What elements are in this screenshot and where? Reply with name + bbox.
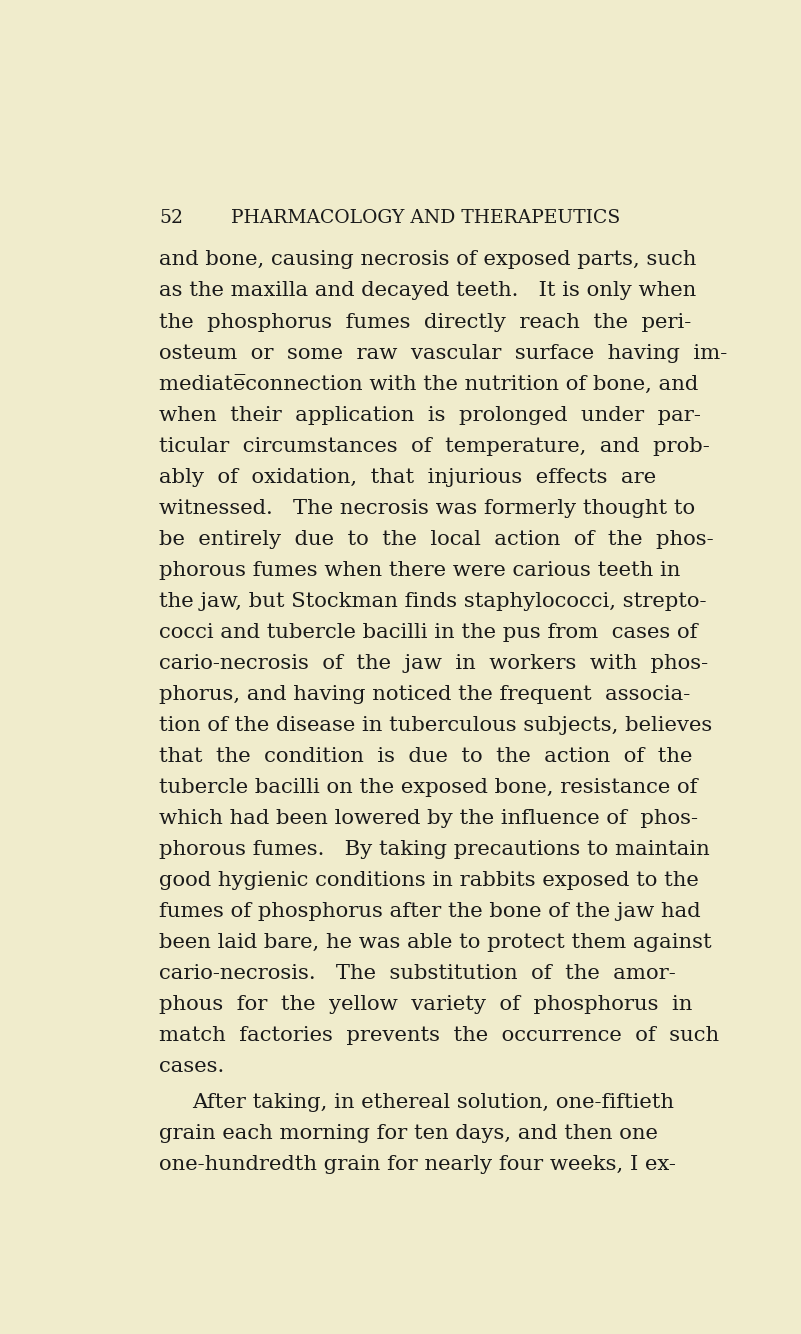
Text: as the maxilla and decayed teeth.   It is only when: as the maxilla and decayed teeth. It is … bbox=[159, 281, 696, 300]
Text: which had been lowered by the influence of  phos-: which had been lowered by the influence … bbox=[159, 808, 698, 828]
Text: phorous fumes when there were carious teeth in: phorous fumes when there were carious te… bbox=[159, 560, 681, 580]
Text: been laid bare, he was able to protect them against: been laid bare, he was able to protect t… bbox=[159, 932, 712, 952]
Text: phous  for  the  yellow  variety  of  phosphorus  in: phous for the yellow variety of phosphor… bbox=[159, 995, 693, 1014]
Text: phorous fumes.   By taking precautions to maintain: phorous fumes. By taking precautions to … bbox=[159, 840, 710, 859]
Text: be  entirely  due  to  the  local  action  of  the  phos-: be entirely due to the local action of t… bbox=[159, 530, 714, 548]
Text: good hygienic conditions in rabbits exposed to the: good hygienic conditions in rabbits expo… bbox=[159, 871, 698, 890]
Text: cario-necrosis.   The  substitution  of  the  amor-: cario-necrosis. The substitution of the … bbox=[159, 964, 676, 983]
Text: and bone, causing necrosis of exposed parts, such: and bone, causing necrosis of exposed pa… bbox=[159, 251, 697, 269]
Text: ticular  circumstances  of  temperature,  and  prob-: ticular circumstances of temperature, an… bbox=[159, 436, 710, 456]
Text: when  their  application  is  prolonged  under  par-: when their application is prolonged unde… bbox=[159, 406, 701, 424]
Text: witnessed.   The necrosis was formerly thought to: witnessed. The necrosis was formerly tho… bbox=[159, 499, 695, 518]
Text: cario-necrosis  of  the  jaw  in  workers  with  phos-: cario-necrosis of the jaw in workers wit… bbox=[159, 654, 708, 672]
Text: mediate̅connection with the nutrition of bone, and: mediate̅connection with the nutrition of… bbox=[159, 375, 698, 394]
Text: grain each morning for ten days, and then one: grain each morning for ten days, and the… bbox=[159, 1123, 658, 1143]
Text: the  phosphorus  fumes  directly  reach  the  peri-: the phosphorus fumes directly reach the … bbox=[159, 312, 691, 332]
Text: tion of the disease in tuberculous subjects, believes: tion of the disease in tuberculous subje… bbox=[159, 716, 712, 735]
Text: After taking, in ethereal solution, one-fiftieth: After taking, in ethereal solution, one-… bbox=[192, 1093, 674, 1111]
Text: one-hundredth grain for nearly four weeks, I ex-: one-hundredth grain for nearly four week… bbox=[159, 1155, 676, 1174]
Text: match  factories  prevents  the  occurrence  of  such: match factories prevents the occurrence … bbox=[159, 1026, 719, 1045]
Text: osteum  or  some  raw  vascular  surface  having  im-: osteum or some raw vascular surface havi… bbox=[159, 344, 727, 363]
Text: cases.: cases. bbox=[159, 1057, 224, 1077]
Text: tubercle bacilli on the exposed bone, resistance of: tubercle bacilli on the exposed bone, re… bbox=[159, 778, 698, 796]
Text: phorus, and having noticed the frequent  associa-: phorus, and having noticed the frequent … bbox=[159, 684, 690, 704]
Text: 52: 52 bbox=[159, 209, 183, 227]
Text: the jaw, but Stockman finds staphylococci, strepto-: the jaw, but Stockman finds staphylococc… bbox=[159, 592, 706, 611]
Text: fumes of phosphorus after the bone of the jaw had: fumes of phosphorus after the bone of th… bbox=[159, 902, 701, 920]
Text: cocci and tubercle bacilli in the pus from  cases of: cocci and tubercle bacilli in the pus fr… bbox=[159, 623, 698, 642]
Text: ably  of  oxidation,  that  injurious  effects  are: ably of oxidation, that injurious effect… bbox=[159, 468, 656, 487]
Text: that  the  condition  is  due  to  the  action  of  the: that the condition is due to the action … bbox=[159, 747, 693, 766]
Text: PHARMACOLOGY AND THERAPEUTICS: PHARMACOLOGY AND THERAPEUTICS bbox=[231, 209, 621, 227]
